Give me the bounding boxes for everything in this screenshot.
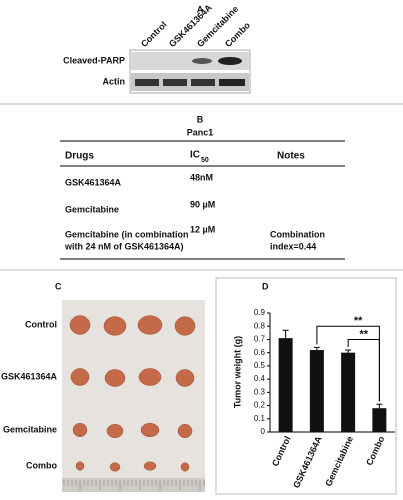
tumor (177, 423, 193, 439)
tumor (175, 369, 195, 387)
drug-name: with 24 nM of GSK461364A) (64, 241, 184, 251)
error-bar (345, 349, 352, 353)
error-bar (376, 403, 383, 409)
blot-strip (131, 52, 249, 70)
bar (341, 352, 356, 432)
bar (372, 408, 387, 432)
ic50-value: 90 µM (190, 199, 215, 209)
row-label: GSK461364A (1, 371, 58, 381)
y-tick-label: 0.2 (254, 401, 266, 410)
note: index=0.44 (270, 241, 316, 251)
blot-strip (131, 73, 249, 91)
significance-label: ** (354, 315, 363, 327)
tumor (109, 462, 121, 472)
blot-band (191, 79, 215, 86)
tumor (70, 368, 90, 386)
tumor (69, 315, 91, 335)
panel-label: D (262, 281, 269, 291)
x-tick-label: Gemcitabine (323, 435, 355, 488)
error-bar (313, 346, 320, 351)
tumor (174, 316, 196, 336)
error-bar (282, 329, 289, 339)
tumor (138, 368, 162, 386)
row-label: Gemcitabine (3, 424, 57, 434)
table-title: Panc1 (187, 127, 214, 137)
ic50-value: 48nM (190, 172, 213, 182)
significance-bracket (347, 338, 380, 402)
y-tick-label: 0.7 (254, 335, 266, 344)
drug-name: Gemcitabine (65, 204, 119, 214)
panel-frame (215, 277, 397, 495)
bar (278, 338, 293, 432)
drug-name: Gemcitabine (in combination (65, 229, 189, 239)
row-label: Combo (26, 460, 57, 470)
tumor (106, 423, 124, 439)
x-tick-label: Combo (364, 434, 386, 467)
table-header: Drugs (65, 151, 94, 162)
table-header: IC (190, 150, 200, 161)
tumor (180, 462, 190, 472)
x-tick-label: Control (270, 435, 293, 468)
bar (309, 350, 324, 432)
tumor (104, 369, 126, 387)
row-label: Actin (103, 76, 126, 86)
drug-name: GSK461364A (65, 177, 122, 187)
y-tick-label: 0.4 (254, 374, 266, 383)
panel-label: C (55, 281, 62, 291)
y-tick-label: 0.6 (254, 348, 266, 357)
ruler (62, 478, 205, 492)
tumor (137, 315, 163, 335)
blot-band (219, 79, 245, 86)
blot-band (218, 57, 242, 65)
y-tick-label: 0.3 (254, 387, 266, 396)
y-tick-label: 0.8 (254, 321, 266, 330)
table-header-sub: 50 (201, 157, 209, 164)
tumor (143, 461, 157, 471)
tumor (75, 461, 85, 471)
row-label: Control (25, 319, 57, 329)
blot-band (192, 58, 212, 64)
ic50-value: 12 µM (190, 224, 215, 234)
blot-band (135, 79, 159, 86)
y-axis-title: Tumor weight (g) (232, 336, 242, 408)
lane-label: Combo (223, 20, 252, 49)
panel-label: B (197, 114, 204, 124)
table-header: Notes (277, 151, 305, 162)
x-tick-label: GSK461364A (291, 434, 324, 489)
y-tick-label: 0 (261, 427, 266, 436)
lane-label: Control (139, 19, 169, 49)
row-label: Cleaved-PARP (63, 55, 125, 65)
note: Combination (270, 229, 325, 239)
significance-label: ** (359, 328, 368, 340)
panel-label: A (197, 4, 204, 14)
blot-band (163, 79, 187, 86)
y-tick-label: 0.1 (254, 414, 266, 423)
tumor (103, 316, 127, 336)
tumor (72, 422, 88, 438)
tumor (140, 422, 160, 438)
y-tick-label: 0.5 (254, 361, 266, 370)
y-tick-label: 0.9 (254, 308, 266, 317)
